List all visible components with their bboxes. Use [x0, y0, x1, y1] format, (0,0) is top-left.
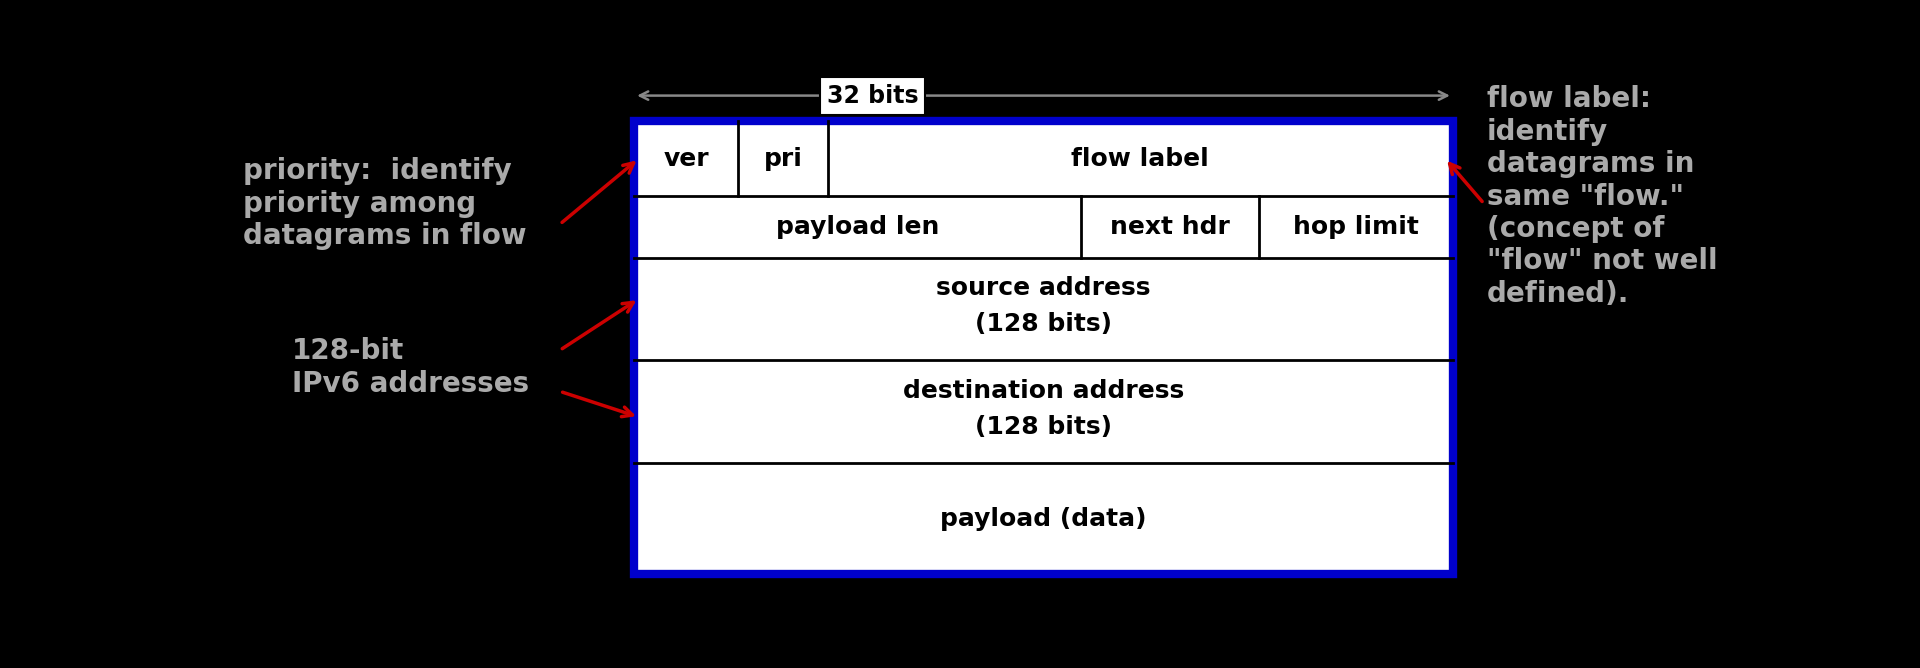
Text: payload (data): payload (data) [941, 506, 1146, 530]
Text: pri: pri [764, 146, 803, 170]
Bar [634, 122, 1453, 574]
Text: 128-bit
IPv6 addresses: 128-bit IPv6 addresses [292, 337, 530, 397]
Text: destination address: destination address [902, 379, 1185, 403]
Text: 32 bits: 32 bits [828, 84, 918, 108]
Text: flow label: flow label [1071, 146, 1210, 170]
Text: priority:  identify
priority among
datagrams in flow: priority: identify priority among datagr… [244, 157, 526, 250]
Text: next hdr: next hdr [1110, 214, 1231, 238]
Text: source address: source address [937, 277, 1150, 301]
Text: payload len: payload len [776, 214, 939, 238]
Text: (128 bits): (128 bits) [975, 415, 1112, 440]
Text: hop limit: hop limit [1292, 214, 1419, 238]
Text: flow label:
identify
datagrams in
same "flow."
(concept of
"flow" not well
defin: flow label: identify datagrams in same "… [1486, 86, 1718, 308]
Text: (128 bits): (128 bits) [975, 313, 1112, 337]
Text: ver: ver [664, 146, 708, 170]
